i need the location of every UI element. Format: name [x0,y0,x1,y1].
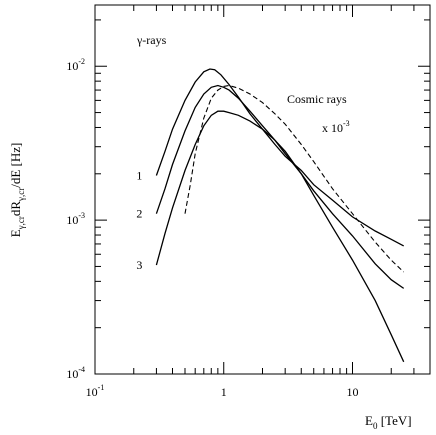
curve-label-2: 2 [136,207,142,221]
y-axis-title: Eγ,crdRγ,cr/dE [Hz] [8,143,26,238]
x-tick-label: 10-1 [86,383,105,399]
y-axis-sub1: γ,cr [16,216,26,230]
y-axis-e: E [8,229,23,237]
y-axis-mid: dR [8,201,23,217]
curves [155,68,405,363]
curve-4 [184,84,405,273]
y-tick-label: 10-4 [66,365,85,381]
cosmic-rays-label: Cosmic rays [287,92,347,106]
curve-1 [155,68,405,247]
x-axis-sub: 0 [373,421,378,431]
gamma-rays-label: γ-rays [136,33,167,47]
y-tick-label: 10-3 [66,211,85,227]
plot-frame [94,4,431,375]
x-tick-label: 1 [221,385,227,399]
tick-labels: 10-1 1 10 10-4 10-3 10-2 [66,57,358,399]
curve-3 [155,110,405,363]
scale-factor-label: x 10-3 [322,119,350,135]
y-axis-end: /dE [Hz] [8,143,23,188]
x-axis-unit: [TeV] [377,413,411,428]
x-axis-main: E [365,413,373,428]
y-axis-sub2: γ,cr [16,188,26,202]
curve-label-1: 1 [136,168,142,182]
curve-labels: 1 2 3 [136,168,142,272]
curve-2 [155,84,405,289]
x-axis-title: E0 [TeV] [365,413,412,431]
y-tick-label: 10-2 [66,57,85,73]
x-tick-label: 10 [346,385,358,399]
scale-factor-exp: -3 [343,119,350,128]
ticks [94,5,431,375]
scale-factor-prefix: x 10 [322,121,343,135]
curve-label-3: 3 [136,258,142,272]
